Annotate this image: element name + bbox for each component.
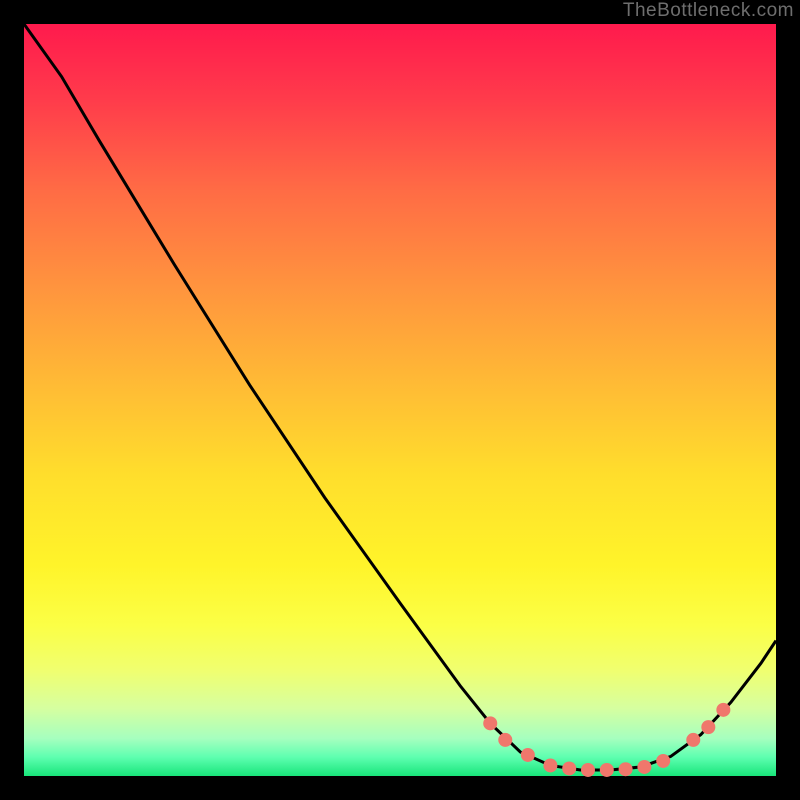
curve-marker: [600, 763, 614, 777]
curve-marker: [562, 761, 576, 775]
watermark-text: TheBottleneck.com: [623, 0, 794, 22]
curve-marker: [637, 760, 651, 774]
curve-marker: [701, 720, 715, 734]
curve-marker: [498, 733, 512, 747]
curve-marker: [619, 762, 633, 776]
plot-background: [24, 24, 776, 776]
curve-marker: [716, 703, 730, 717]
curve-marker: [581, 763, 595, 777]
curve-marker: [521, 748, 535, 762]
curve-marker: [656, 754, 670, 768]
curve-marker: [483, 716, 497, 730]
curve-marker: [543, 758, 557, 772]
chart-svg: [0, 0, 800, 800]
curve-marker: [686, 733, 700, 747]
chart-container: TheBottleneck.com: [0, 0, 800, 800]
